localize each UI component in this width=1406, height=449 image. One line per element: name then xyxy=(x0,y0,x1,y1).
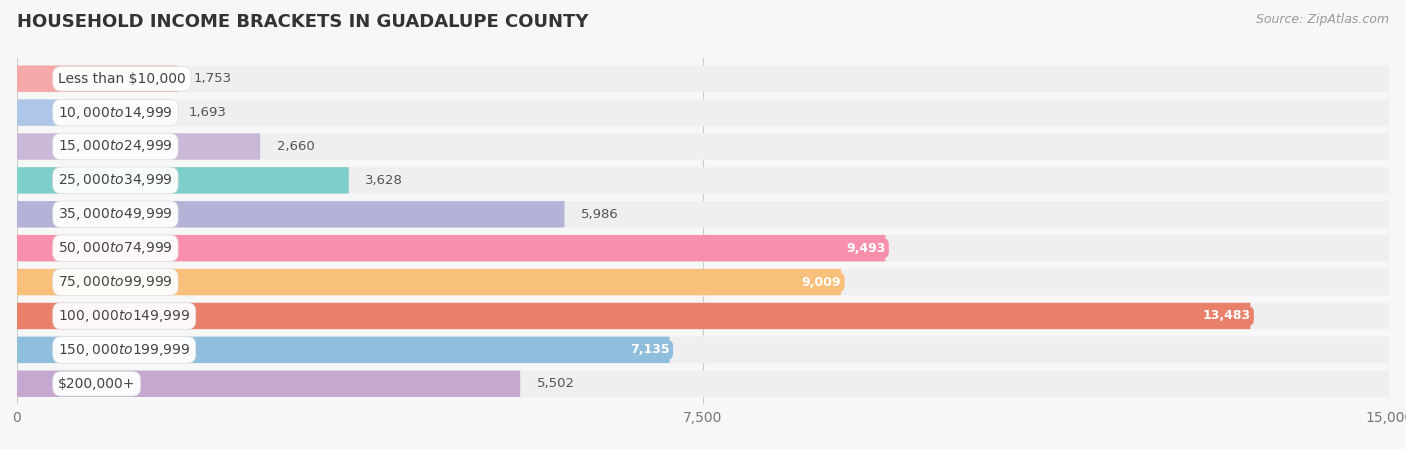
FancyBboxPatch shape xyxy=(17,99,172,126)
FancyBboxPatch shape xyxy=(17,66,177,92)
FancyBboxPatch shape xyxy=(17,167,349,194)
Text: 3,628: 3,628 xyxy=(366,174,404,187)
Text: $75,000 to $99,999: $75,000 to $99,999 xyxy=(58,274,173,290)
FancyBboxPatch shape xyxy=(17,269,841,295)
Text: 9,009: 9,009 xyxy=(801,276,841,289)
FancyBboxPatch shape xyxy=(17,303,1389,329)
Text: $150,000 to $199,999: $150,000 to $199,999 xyxy=(58,342,190,358)
Text: 5,986: 5,986 xyxy=(581,208,619,221)
Text: $100,000 to $149,999: $100,000 to $149,999 xyxy=(58,308,190,324)
Text: 2,660: 2,660 xyxy=(277,140,315,153)
Text: 5,502: 5,502 xyxy=(537,377,575,390)
Text: 1,753: 1,753 xyxy=(194,72,232,85)
Text: $10,000 to $14,999: $10,000 to $14,999 xyxy=(58,105,173,121)
FancyBboxPatch shape xyxy=(17,370,1389,397)
Text: 1,693: 1,693 xyxy=(188,106,226,119)
FancyBboxPatch shape xyxy=(17,99,1389,126)
Text: $25,000 to $34,999: $25,000 to $34,999 xyxy=(58,172,173,189)
Text: $35,000 to $49,999: $35,000 to $49,999 xyxy=(58,206,173,222)
Text: HOUSEHOLD INCOME BRACKETS IN GUADALUPE COUNTY: HOUSEHOLD INCOME BRACKETS IN GUADALUPE C… xyxy=(17,13,588,31)
FancyBboxPatch shape xyxy=(17,133,1389,160)
Text: $15,000 to $24,999: $15,000 to $24,999 xyxy=(58,138,173,154)
FancyBboxPatch shape xyxy=(17,133,260,160)
FancyBboxPatch shape xyxy=(17,167,1389,194)
FancyBboxPatch shape xyxy=(17,269,1389,295)
Text: Less than $10,000: Less than $10,000 xyxy=(58,72,186,86)
Text: 13,483: 13,483 xyxy=(1202,309,1250,322)
Text: $50,000 to $74,999: $50,000 to $74,999 xyxy=(58,240,173,256)
FancyBboxPatch shape xyxy=(17,303,1250,329)
FancyBboxPatch shape xyxy=(17,201,1389,228)
FancyBboxPatch shape xyxy=(17,235,1389,261)
Text: $200,000+: $200,000+ xyxy=(58,377,135,391)
FancyBboxPatch shape xyxy=(17,201,564,228)
FancyBboxPatch shape xyxy=(17,337,669,363)
Text: Source: ZipAtlas.com: Source: ZipAtlas.com xyxy=(1256,13,1389,26)
FancyBboxPatch shape xyxy=(17,235,886,261)
Text: 7,135: 7,135 xyxy=(630,343,669,357)
Text: 9,493: 9,493 xyxy=(846,242,886,255)
FancyBboxPatch shape xyxy=(17,370,520,397)
FancyBboxPatch shape xyxy=(17,66,1389,92)
FancyBboxPatch shape xyxy=(17,337,1389,363)
